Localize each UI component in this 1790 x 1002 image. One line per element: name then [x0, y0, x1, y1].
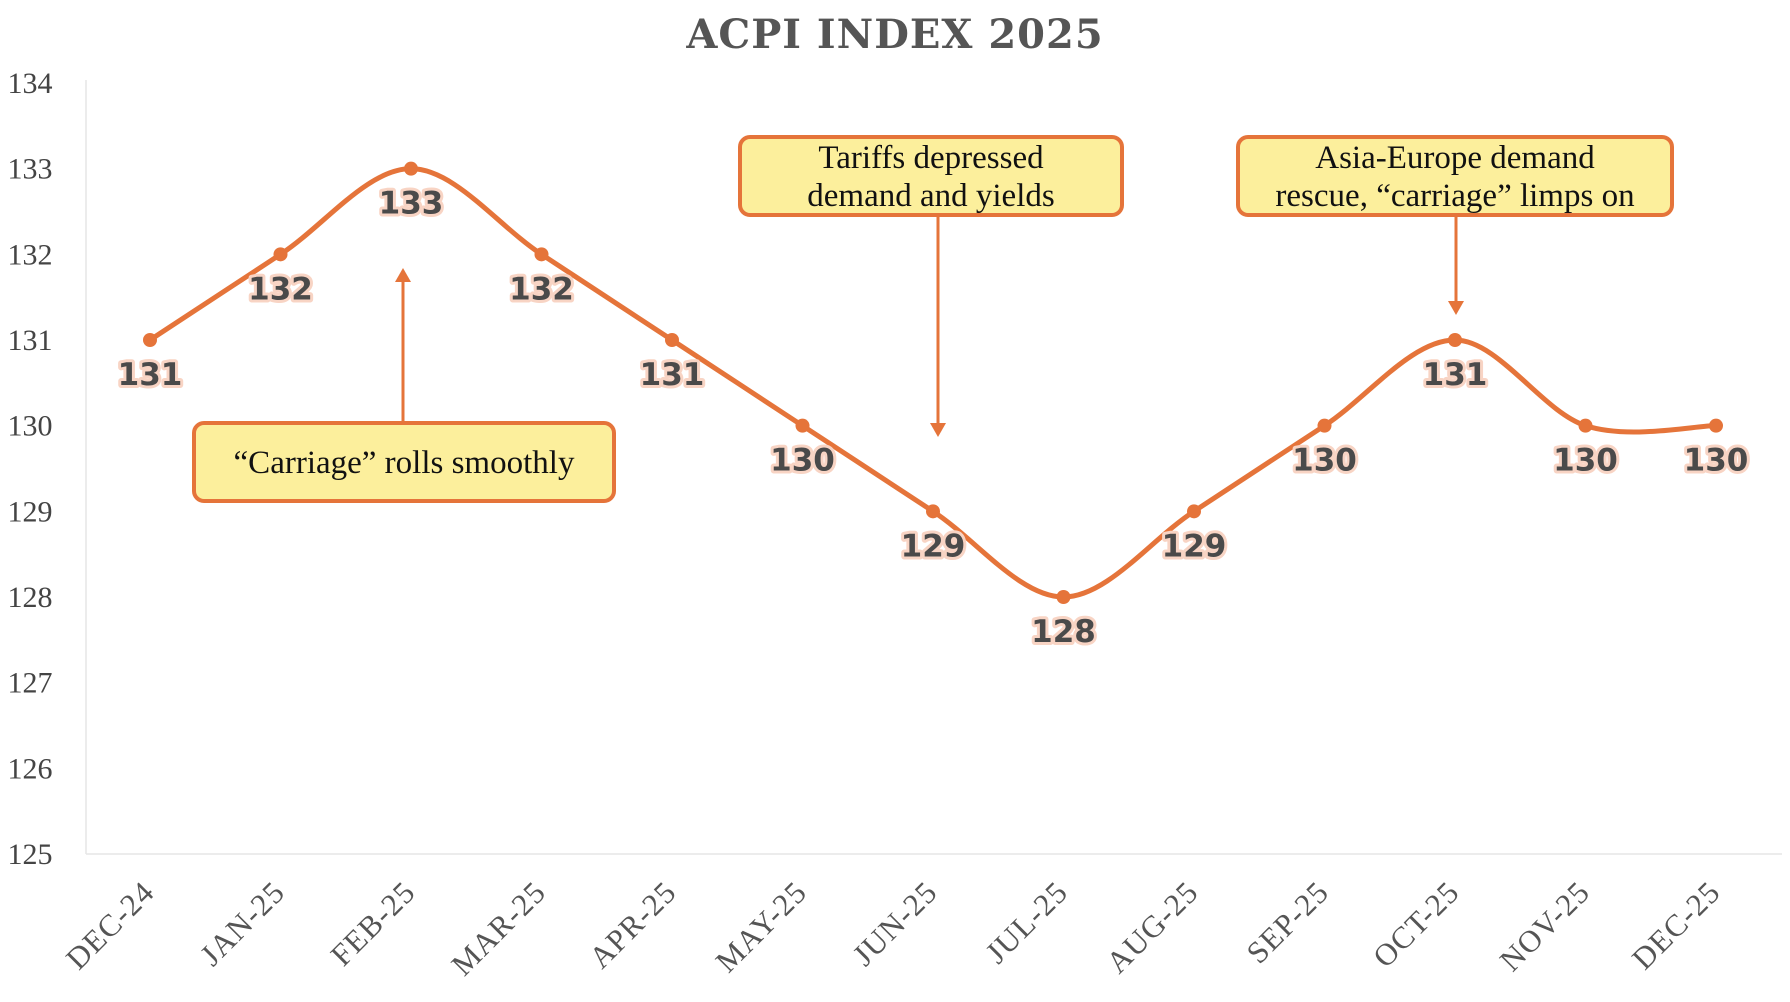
chart-title: ACPI INDEX 2025 — [685, 11, 1103, 58]
arrowhead — [1448, 301, 1464, 315]
data-label: 132 — [509, 271, 574, 307]
data-label: 133 — [379, 186, 444, 222]
annotation-callout: “Carriage” rolls smoothly — [192, 268, 616, 503]
data-point — [404, 161, 418, 176]
y-tick-label: 130 — [8, 410, 53, 443]
data-label: 130 — [1684, 443, 1749, 479]
data-point — [1448, 333, 1462, 347]
y-tick-label: 133 — [8, 153, 53, 186]
y-tick-label: 125 — [8, 838, 53, 871]
annotation-text: “Carriage” rolls smoothly — [234, 445, 575, 481]
x-tick-label: MAR-25 — [444, 874, 552, 982]
data-point — [1709, 418, 1723, 433]
data-point — [534, 247, 549, 262]
data-label: 129 — [901, 528, 966, 564]
arrowhead — [395, 268, 411, 282]
data-label: 131 — [640, 357, 705, 393]
data-point — [1578, 418, 1593, 433]
y-tick-label: 132 — [8, 238, 53, 271]
annotation-box — [1236, 135, 1674, 217]
arrowhead — [930, 423, 946, 437]
annotation-box — [738, 135, 1124, 217]
x-tick-label: JUN-25 — [846, 874, 944, 972]
annotation-text: Asia-Europe demand — [1315, 140, 1595, 176]
annotations: “Carriage” rolls smoothly Tariffs depress… — [192, 135, 1674, 503]
x-tick-label: FEB-25 — [324, 874, 422, 972]
x-tick-label: APR-25 — [582, 874, 683, 975]
x-tick-label: MAY-25 — [709, 874, 814, 979]
data-label: 131 — [1423, 357, 1488, 393]
x-tick-label: DEC-25 — [1625, 874, 1727, 976]
annotation-text: rescue, “carriage” limps on — [1275, 178, 1634, 214]
data-label: 129 — [1162, 528, 1227, 564]
y-tick-label: 127 — [8, 667, 53, 700]
x-tick-label: AUG-25 — [1099, 874, 1205, 980]
x-tick-label: JUL-25 — [978, 874, 1074, 970]
y-tick-label: 126 — [8, 752, 53, 785]
y-tick-label: 128 — [8, 581, 53, 614]
data-point — [665, 333, 679, 347]
y-tick-label: 131 — [8, 324, 53, 357]
x-tick-label: JAN-25 — [193, 874, 291, 972]
data-label: 130 — [770, 443, 835, 479]
data-point — [1187, 504, 1201, 519]
y-axis-ticks: 125 126 127 128 129 130 131 132 133 134 — [8, 67, 53, 871]
annotation-text: Tariffs depressed — [818, 140, 1044, 176]
x-tick-label: SEP-25 — [1239, 874, 1335, 970]
data-point — [795, 418, 810, 433]
data-labels: 131 132 133 132 131 130 129 128 129 130 131 130 130 — [115, 183, 1752, 653]
data-point — [273, 247, 288, 262]
data-point — [1317, 418, 1332, 433]
data-label: 132 — [248, 271, 313, 307]
y-tick-label: 134 — [8, 67, 53, 100]
x-axis-ticks: DEC-24 JAN-25 FEB-25 MAR-25 APR-25 MAY-25 JUN-… — [59, 874, 1727, 982]
data-point — [143, 333, 157, 347]
data-markers — [143, 161, 1723, 604]
data-label: 128 — [1031, 614, 1096, 650]
x-tick-label: NOV-25 — [1493, 874, 1597, 978]
data-point — [1056, 590, 1071, 604]
data-label: 130 — [1292, 443, 1357, 479]
x-tick-label: OCT-25 — [1366, 874, 1466, 974]
y-tick-label: 129 — [8, 495, 53, 528]
data-label: 130 — [1553, 443, 1618, 479]
annotation-text: demand and yields — [807, 178, 1054, 214]
data-point — [926, 504, 940, 519]
x-tick-label: DEC-24 — [59, 874, 161, 976]
annotation-box — [192, 421, 616, 503]
axes — [85, 80, 1782, 855]
data-label: 131 — [118, 357, 183, 393]
